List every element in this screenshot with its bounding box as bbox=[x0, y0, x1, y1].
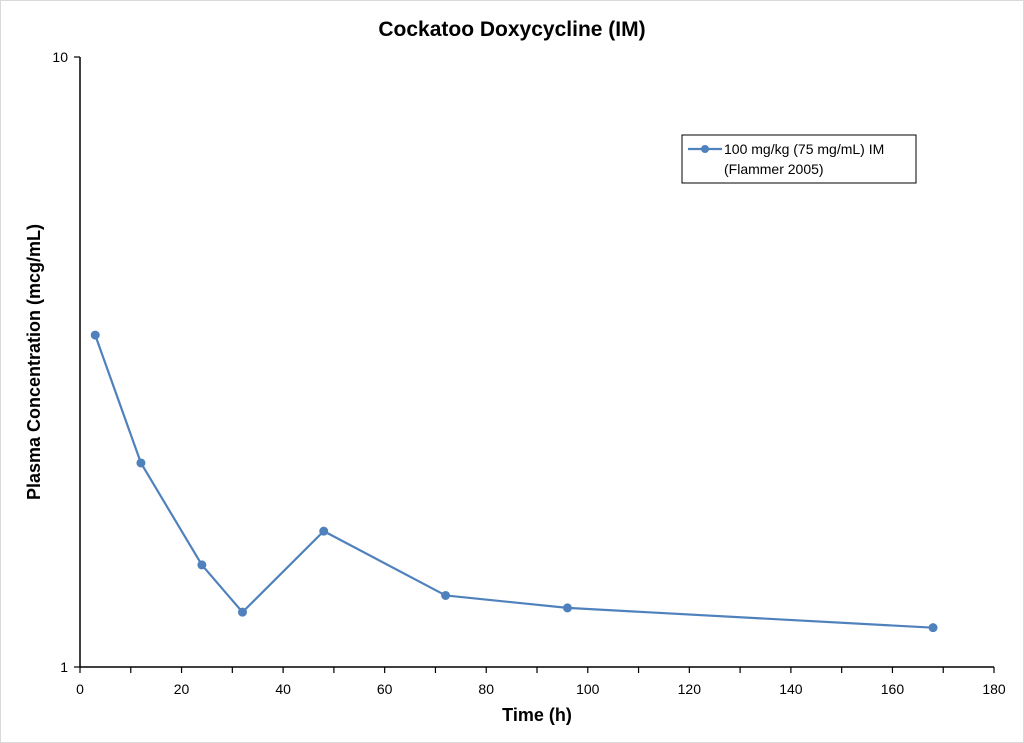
x-tick-label: 60 bbox=[377, 681, 393, 697]
legend-box bbox=[681, 134, 917, 184]
legend: 100 mg/kg (75 mg/mL) IM (Flammer 2005) bbox=[681, 134, 917, 184]
x-tick-label: 140 bbox=[779, 681, 803, 697]
data-point bbox=[197, 560, 207, 570]
axes: 0 20 40 60 80 100 120 140 160 180 1 10 bbox=[52, 49, 1005, 697]
x-tick-label: 0 bbox=[76, 681, 84, 697]
x-tick-label: 40 bbox=[275, 681, 291, 697]
chart-title: Cockatoo Doxycycline (IM) bbox=[378, 18, 645, 41]
x-tick-label: 160 bbox=[881, 681, 905, 697]
data-point bbox=[90, 330, 100, 340]
x-tick-label: 100 bbox=[576, 681, 600, 697]
data-point bbox=[319, 526, 329, 536]
y-tick-label: 1 bbox=[60, 659, 68, 675]
x-axis-label: Time (h) bbox=[502, 705, 572, 725]
x-tick-label: 80 bbox=[478, 681, 494, 697]
y-tick-label: 10 bbox=[52, 49, 68, 65]
legend-marker bbox=[701, 145, 709, 153]
data-point bbox=[441, 590, 451, 600]
x-tick-label: 20 bbox=[174, 681, 190, 697]
data-point bbox=[928, 623, 938, 633]
data-point bbox=[562, 603, 572, 613]
legend-label: (Flammer 2005) bbox=[724, 161, 824, 177]
series-layer bbox=[90, 330, 938, 633]
x-tick-label: 120 bbox=[678, 681, 702, 697]
x-tick-label: 180 bbox=[982, 681, 1006, 697]
series-line bbox=[94, 334, 934, 629]
data-point bbox=[136, 458, 146, 468]
data-point bbox=[237, 607, 247, 617]
y-axis-label: Plasma Concentration (mcg/mL) bbox=[24, 224, 44, 500]
legend-label: 100 mg/kg (75 mg/mL) IM bbox=[724, 141, 884, 157]
